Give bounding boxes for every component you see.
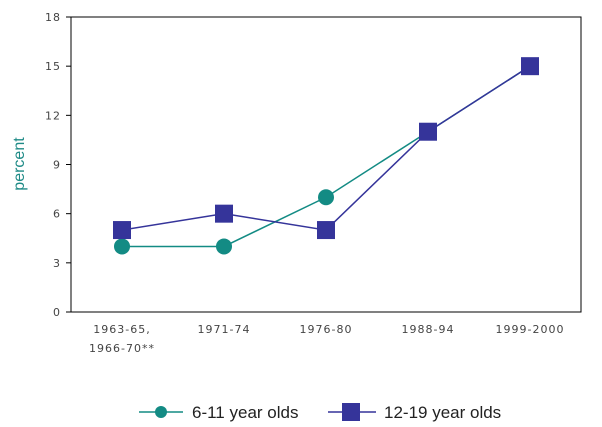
legend-label: 6-11 year olds [192,403,298,422]
y-tick-label: 6 [53,208,61,221]
y-tick-label: 12 [45,109,61,122]
y-tick-label: 18 [45,11,61,24]
data-point-square [317,221,335,240]
y-tick-label: 3 [53,257,61,270]
x-tick-label: 1988-94 [402,323,455,336]
series-group [113,57,539,255]
y-axis-ticks: 0 3 6 9 12 15 18 [45,11,71,319]
x-axis-ticks: 1963-65, 1966-70** 1971-74 1976-80 1988-94 19… [89,323,565,355]
legend-label: 12-19 year olds [384,403,501,422]
legend-marker-circle [155,406,167,418]
legend-marker-square [342,403,360,421]
legend: 6-11 year olds 12-19 year olds [139,403,501,422]
x-tick-label: 1976-80 [300,323,353,336]
y-tick-label: 15 [45,60,61,73]
y-tick-label: 0 [53,306,61,319]
data-point-square [521,57,539,76]
data-point-circle [114,238,130,255]
y-tick-label: 9 [53,159,61,172]
data-point-circle [216,238,232,255]
plot-area [70,16,582,313]
x-tick-label: 1966-70** [89,342,155,355]
x-tick-label: 1963-65, [93,323,150,336]
x-tick-label: 1999-2000 [496,323,565,336]
data-point-circle [318,189,334,206]
data-point-square [215,204,233,223]
data-point-square [113,221,131,240]
y-axis-label: percent [11,137,28,191]
x-tick-label: 1971-74 [198,323,251,336]
data-point-square [419,122,437,141]
